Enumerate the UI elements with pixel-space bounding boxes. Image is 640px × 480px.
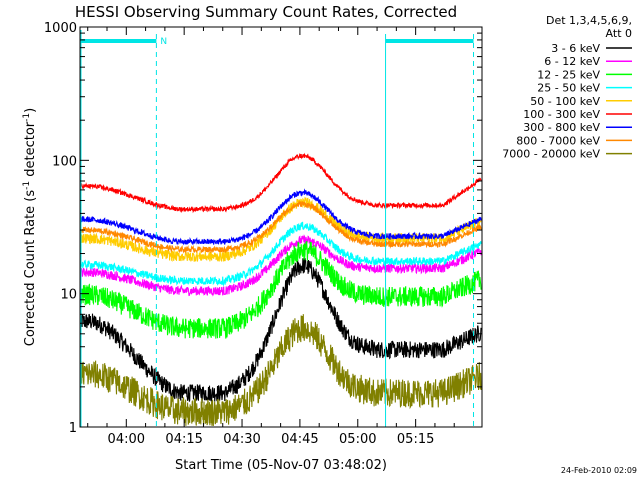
series-line xyxy=(80,221,482,287)
series-line xyxy=(80,200,482,255)
x-axis-label: Start Time (05-Nov-07 03:48:02) xyxy=(175,458,387,473)
series-layer xyxy=(80,152,482,427)
y-axis-label-main: Corrected Count Rate (s xyxy=(23,190,38,347)
legend-entry-label: 800 - 7000 keV xyxy=(516,134,600,147)
series-line xyxy=(80,240,482,339)
legend-entry-label: 25 - 50 keV xyxy=(537,82,600,95)
y-tick-label: 100 xyxy=(52,154,77,169)
legend-entry-label: 12 - 25 keV xyxy=(537,68,600,81)
legend-entry-label: 6 - 12 keV xyxy=(544,55,600,68)
plot-area: N xyxy=(79,26,483,428)
timestamp: 24-Feb-2010 02:09 xyxy=(561,466,637,475)
x-tick-label: 05:15 xyxy=(397,432,434,447)
x-tick-label: 04:45 xyxy=(281,432,318,447)
y-tick-label: 1000 xyxy=(44,21,77,36)
legend-entry-label: 50 - 100 keV xyxy=(530,95,600,108)
y-axis: 1 10 100 1000 xyxy=(44,21,482,436)
y-axis-label-mid: detector xyxy=(23,121,38,181)
legend-header-line2: Att 0 xyxy=(606,27,632,40)
y-axis-label-sup2: -1 xyxy=(22,113,32,122)
x-tick-label: 04:00 xyxy=(108,432,145,447)
x-tick-label: 04:30 xyxy=(223,432,260,447)
y-tick-label: 1 xyxy=(69,421,77,436)
x-tick-label: 04:15 xyxy=(165,432,202,447)
overlay-layer: N xyxy=(80,30,475,427)
legend-entry-label: 100 - 300 keV xyxy=(523,108,600,121)
series-line xyxy=(80,152,482,214)
series-line xyxy=(80,258,482,404)
legend-entry-label: 300 - 800 keV xyxy=(523,121,600,134)
series-line xyxy=(80,314,482,427)
y-axis-label-sup1: -1 xyxy=(22,181,32,190)
legend-entry-label: 7000 - 20000 keV xyxy=(502,148,600,161)
y-axis-label: Corrected Count Rate (s-1 detector-1) xyxy=(22,108,38,346)
y-axis-label-end: ) xyxy=(23,108,38,113)
x-axis: 04:00 04:15 04:30 04:45 05:00 05:15 xyxy=(87,27,455,447)
x-tick-label: 05:00 xyxy=(339,432,376,447)
series-line xyxy=(80,188,482,246)
legend-entry-label: 3 - 6 keV xyxy=(551,42,600,55)
saa-marker-label: N xyxy=(160,37,167,47)
legend-header-line1: Det 1,3,4,5,6,9, xyxy=(546,14,632,27)
chart-title: HESSI Observing Summary Count Rates, Cor… xyxy=(75,3,457,21)
y-tick-label: 10 xyxy=(60,288,77,303)
series-line xyxy=(80,234,482,297)
